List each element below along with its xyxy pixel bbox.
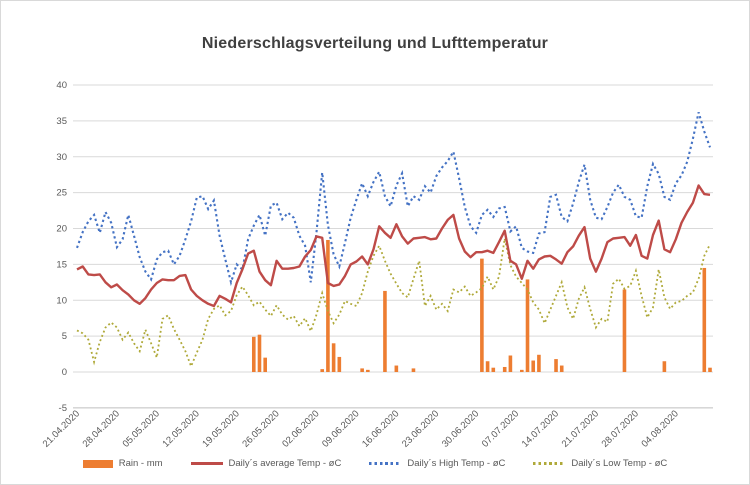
rain-bar: [554, 359, 558, 372]
x-tick-label: 21.07.2020: [560, 408, 601, 449]
y-tick-label: 0: [62, 367, 67, 378]
x-tick-label: 04.08.2020: [640, 408, 681, 449]
x-tick-label: 19.05.2020: [200, 408, 241, 449]
rain-bar: [708, 367, 712, 372]
x-tick-label: 14.07.2020: [520, 408, 561, 449]
y-tick-label: 15: [56, 259, 67, 270]
x-tick-label: 12.05.2020: [160, 408, 201, 449]
y-tick-label: 25: [56, 188, 67, 199]
legend-label-avg-temp: Daily´s average Temp - øC: [228, 458, 342, 469]
rain-swatch-icon: [82, 459, 113, 468]
legend-item-avg-temp: Daily´s average Temp - øC: [190, 458, 342, 469]
x-tick-label: 16.06.2020: [360, 408, 401, 449]
rain-bar: [360, 368, 364, 372]
x-tick-label: 07.07.2020: [480, 408, 521, 449]
x-tick-label: 30.06.2020: [440, 408, 481, 449]
x-tick-label: 26.05.2020: [240, 408, 281, 449]
rain-bar: [485, 361, 490, 372]
legend-item-rain: Rain - mm: [82, 458, 163, 469]
legend-item-low-temp: Daily´s Low Temp - øC: [533, 458, 667, 469]
avg-temp-line: [76, 184, 711, 308]
x-tick-label: 21.04.2020: [41, 408, 82, 449]
rain-bar: [520, 369, 524, 372]
rain-bar: [394, 365, 399, 372]
rain-bar: [251, 336, 256, 372]
rain-bar: [662, 361, 667, 372]
y-tick-label: 10: [56, 295, 67, 306]
x-tick-label: 28.07.2020: [600, 408, 641, 449]
rain-bar: [622, 289, 627, 372]
legend-label-rain: Rain - mm: [118, 458, 163, 469]
rain-bar: [411, 368, 416, 372]
rain-bar: [531, 360, 536, 372]
y-tick-label: 20: [56, 224, 67, 235]
rain-bar: [702, 267, 707, 372]
y-tick-label: 35: [56, 116, 67, 127]
rain-bar: [326, 239, 330, 372]
low-temp-line: [76, 238, 711, 369]
rain-bar: [331, 343, 336, 372]
x-tick-label: 28.04.2020: [81, 408, 122, 449]
x-tick-label: 23.06.2020: [400, 408, 441, 449]
legend-label-high-temp: Daily´s High Temp - øC: [407, 458, 506, 469]
avg-temp-swatch-icon: [190, 462, 223, 465]
rain-bar: [525, 279, 530, 372]
x-tick-label: 05.05.2020: [121, 408, 162, 449]
y-tick-label: 5: [62, 331, 67, 342]
rain-bar: [337, 356, 342, 372]
x-tick-label: 02.06.2020: [280, 408, 321, 449]
x-tick-label: 09.06.2020: [320, 408, 361, 449]
rain-bar: [480, 258, 484, 372]
rain-bar: [537, 354, 541, 372]
rain-bar: [508, 355, 513, 372]
rain-bar: [263, 357, 267, 372]
chart-title: Niederschlagsverteilung und Lufttemperat…: [201, 35, 549, 52]
rain-bar: [559, 365, 564, 372]
rain-bar: [320, 369, 325, 372]
y-tick-label: 40: [56, 80, 67, 91]
low-temp-swatch-icon: [533, 462, 566, 465]
rain-bar: [502, 366, 507, 372]
rain-bar: [491, 367, 496, 372]
high-temp-swatch-icon: [369, 462, 402, 465]
rain-bar: [383, 290, 387, 372]
y-tick-label: 30: [56, 152, 67, 163]
rain-bar: [257, 334, 262, 372]
chart-legend: Rain - mm Daily´s average Temp - øC Dail…: [1, 458, 749, 469]
legend-item-high-temp: Daily´s High Temp - øC: [369, 458, 505, 469]
rain-bar: [366, 369, 370, 372]
high-temp-line: [76, 112, 711, 287]
y-tick-label: -5: [59, 403, 67, 414]
legend-label-low-temp: Daily´s Low Temp - øC: [571, 458, 668, 469]
